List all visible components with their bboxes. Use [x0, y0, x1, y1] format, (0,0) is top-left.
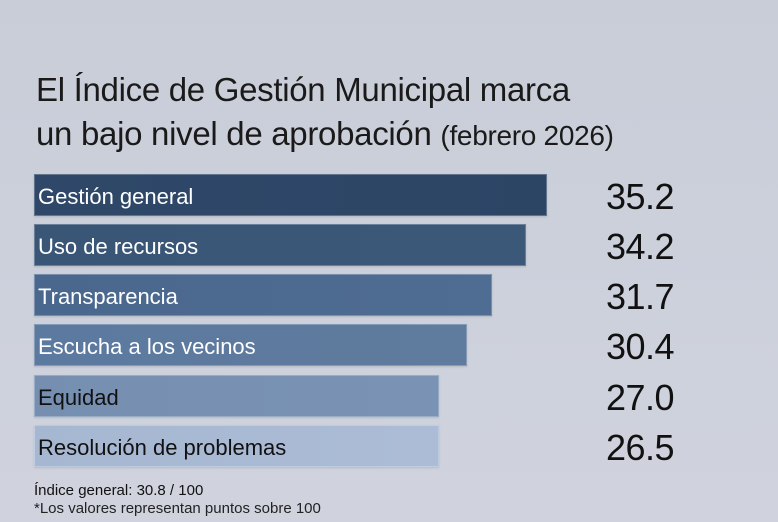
bar-label: Escucha a los vecinos — [38, 334, 256, 359]
value-label: 30.4 — [606, 326, 675, 367]
bar-label: Uso de recursos — [38, 234, 199, 259]
value-label: 26.5 — [606, 427, 675, 468]
bar-uso-de-recursos — [34, 224, 526, 266]
value-label: 27.0 — [606, 377, 675, 418]
chart-title: El Índice de Gestión Municipal marca un … — [36, 68, 776, 158]
bar-label: Equidad — [38, 385, 119, 410]
bar-label: Resolución de problemas — [38, 435, 287, 460]
title-line-1: El Índice de Gestión Municipal marca — [36, 71, 570, 108]
value-label: 34.2 — [606, 226, 675, 267]
bar-label: Transparencia — [38, 284, 178, 309]
title-period: (febrero 2026) — [440, 120, 614, 151]
overall-index-text: Índice general: 30.8 / 100 — [34, 482, 204, 499]
footnote: *Los valores representan puntos sobre 10… — [34, 500, 321, 517]
title-line-2: un bajo nivel de aprobación (febrero 202… — [36, 112, 776, 158]
bar-equidad — [34, 375, 439, 417]
bar-resolucion-de-problemas — [34, 425, 439, 467]
chart-footer: Índice general: 30.8 / 100 *Los valores … — [34, 482, 321, 518]
value-label: 35.2 — [606, 176, 675, 217]
bar-label: Gestión general — [38, 184, 194, 209]
value-label: 31.7 — [606, 276, 675, 317]
bar-transparencia — [34, 274, 492, 316]
bar-gestion-general — [34, 174, 547, 216]
title-line-2-main: un bajo nivel de aprobación — [36, 115, 432, 152]
bar-escucha-a-los-vecinos — [34, 324, 467, 366]
